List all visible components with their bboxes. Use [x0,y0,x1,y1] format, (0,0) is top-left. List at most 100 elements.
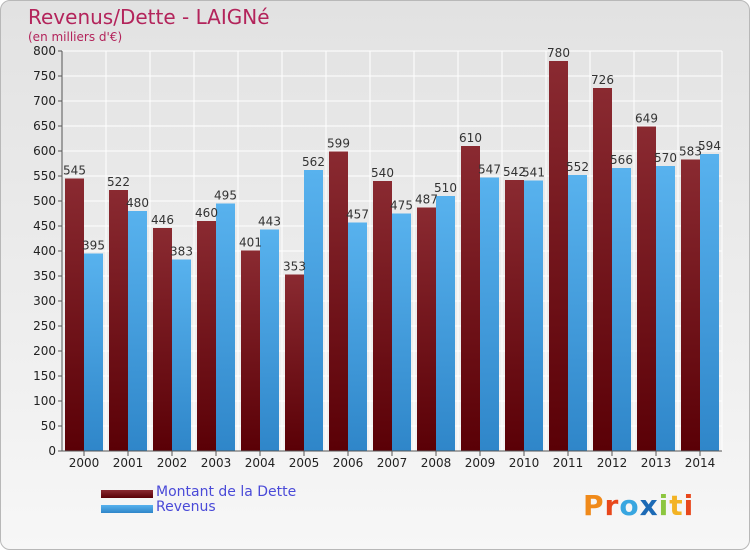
data-label-revenus: 594 [698,139,721,153]
x-tick-label: 2009 [465,456,496,470]
bar-revenus [700,154,719,451]
data-label-dette: 522 [107,175,130,189]
bar-dette [329,151,348,451]
data-label-revenus: 547 [478,163,501,177]
bar-dette [461,146,480,451]
proxiti-logo-letter: r [604,489,620,522]
x-tick-label: 2013 [641,456,672,470]
data-label-revenus: 383 [170,245,193,259]
bar-revenus [348,222,367,451]
bar-revenus [656,166,675,451]
y-tick-label: 500 [33,194,56,208]
legend-label-dette: Montant de la Dette [156,484,297,500]
x-tick-label: 2007 [377,456,408,470]
x-tick-label: 2006 [333,456,364,470]
data-label-revenus: 510 [434,181,457,195]
bar-revenus [84,253,103,451]
y-tick-label: 350 [33,269,56,283]
legend-swatch-revenus [101,505,153,513]
proxiti-logo-letter: o [619,489,640,522]
y-tick-label: 200 [33,344,56,358]
x-tick-label: 2003 [201,456,232,470]
data-label-dette: 610 [459,131,482,145]
data-label-revenus: 443 [258,215,281,229]
y-tick-label: 0 [48,444,56,458]
bar-dette [681,159,700,451]
data-label-revenus: 495 [214,189,237,203]
bar-dette [417,207,436,451]
bar-dette [505,180,524,451]
data-label-revenus: 566 [610,153,633,167]
y-tick-label: 100 [33,394,56,408]
x-tick-label: 2001 [113,456,144,470]
x-tick-label: 2004 [245,456,276,470]
data-label-revenus: 570 [654,151,677,165]
data-label-revenus: 541 [522,166,545,180]
data-label-revenus: 480 [126,196,149,210]
data-label-revenus: 395 [82,239,105,253]
y-tick-label: 650 [33,119,56,133]
bar-dette [109,190,128,451]
bar-revenus [216,203,235,451]
bar-revenus [260,229,279,451]
legend-label-revenus: Revenus [156,499,216,515]
y-tick-label: 750 [33,69,56,83]
bar-dette [373,181,392,451]
bar-revenus [172,259,191,451]
y-tick-label: 800 [33,44,56,58]
proxiti-logo-letter: x [639,489,659,522]
data-label-dette: 649 [635,112,658,126]
x-tick-label: 2005 [289,456,320,470]
x-tick-label: 2014 [685,456,716,470]
x-tick-label: 2002 [157,456,188,470]
proxiti-logo-letter: P [583,489,605,522]
proxiti-logo-letter: t [669,489,684,522]
chart-subtitle: (en milliers d'€) [28,30,123,44]
y-tick-label: 550 [33,169,56,183]
data-label-dette: 540 [371,166,394,180]
bar-revenus [304,170,323,451]
y-tick-label: 50 [41,419,56,433]
y-tick-label: 150 [33,369,56,383]
data-label-dette: 487 [415,193,438,207]
data-label-dette: 583 [679,145,702,159]
bar-dette [593,88,612,451]
data-label-dette: 726 [591,73,614,87]
bar-revenus [436,196,455,451]
bar-revenus [524,180,543,451]
y-tick-label: 250 [33,319,56,333]
x-tick-label: 2000 [69,456,100,470]
x-tick-label: 2008 [421,456,452,470]
data-label-dette: 545 [63,164,86,178]
bar-revenus [568,175,587,451]
data-label-dette: 460 [195,206,218,220]
proxiti-logo-letter: i [658,489,670,522]
bar-dette [197,221,216,451]
data-label-revenus: 552 [566,160,589,174]
legend-swatch-dette [101,490,153,498]
data-label-dette: 446 [151,213,174,227]
y-tick-label: 600 [33,144,56,158]
y-tick-label: 400 [33,244,56,258]
data-label-revenus: 457 [346,208,369,222]
x-tick-label: 2010 [509,456,540,470]
bar-dette [241,250,260,451]
bar-dette [65,178,84,451]
y-tick-label: 450 [33,219,56,233]
y-tick-label: 300 [33,294,56,308]
x-tick-label: 2012 [597,456,628,470]
bar-dette [549,61,568,451]
data-label-revenus: 475 [390,199,413,213]
data-label-dette: 353 [283,260,306,274]
bar-dette [637,126,656,451]
x-tick-label: 2011 [553,456,584,470]
data-label-dette: 401 [239,236,262,250]
bar-revenus [392,213,411,451]
data-label-dette: 542 [503,165,526,179]
data-label-dette: 780 [547,46,570,60]
chart-title: Revenus/Dette - LAIGNé [28,5,270,29]
y-tick-label: 700 [33,94,56,108]
bar-dette [153,228,172,451]
